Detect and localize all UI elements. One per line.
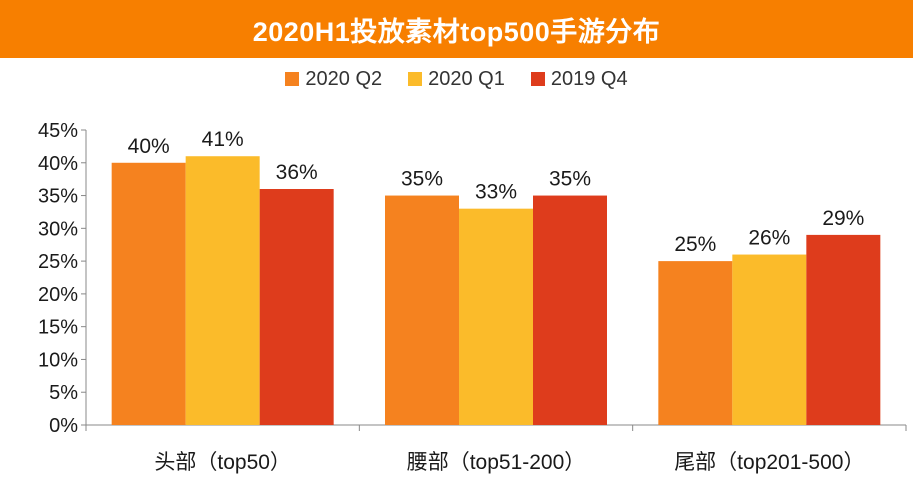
data-label: 36% [276,161,318,184]
legend-item: 2020 Q1 [408,68,505,91]
bar [111,162,186,425]
legend-swatch [408,72,423,86]
legend-swatch [285,72,300,86]
bar [385,195,459,425]
bar [259,189,334,425]
legend-item: 2019 Q4 [530,67,628,91]
y-tick-label: 25% [38,251,78,273]
legend-label: 2020 Q2 [305,67,383,90]
x-category-label: 尾部（top201-500） [674,451,864,474]
legend-item: 2020 Q2 [285,68,382,91]
data-label: 40% [128,135,170,158]
legend-swatch [530,72,545,86]
legend-label: 2019 Q4 [550,67,628,90]
data-label: 35% [401,168,443,191]
data-label: 29% [822,207,864,230]
bar [533,195,607,425]
x-category-label: 头部（top50） [154,451,291,474]
x-category-label: 腰部（top51-200） [407,451,586,474]
y-tick-label: 45% [38,120,78,142]
data-label: 41% [202,128,244,151]
data-label: 35% [549,168,591,191]
data-label: 25% [674,233,716,256]
legend-label: 2020 Q1 [428,67,505,90]
bar [658,261,733,425]
y-tick-label: 35% [38,186,78,208]
bar [732,254,807,425]
y-tick-label: 5% [49,382,78,404]
y-tick-label: 15% [38,317,78,339]
data-label: 26% [748,227,790,250]
y-tick-label: 40% [38,153,78,175]
title-banner: 2020H1投放素材top500手游分布 [0,0,913,58]
y-tick-label: 0% [49,415,78,437]
y-tick-label: 10% [38,349,78,371]
bar [459,208,533,425]
bar [806,234,881,425]
y-tick-label: 30% [38,218,78,240]
bar [185,156,260,425]
data-label: 33% [475,181,517,204]
y-tick-label: 20% [38,284,78,306]
chart-title: 2020H1投放素材top500手游分布 [252,16,661,47]
legend: 2020 Q2 2020 Q1 2019 Q4 [0,64,913,94]
